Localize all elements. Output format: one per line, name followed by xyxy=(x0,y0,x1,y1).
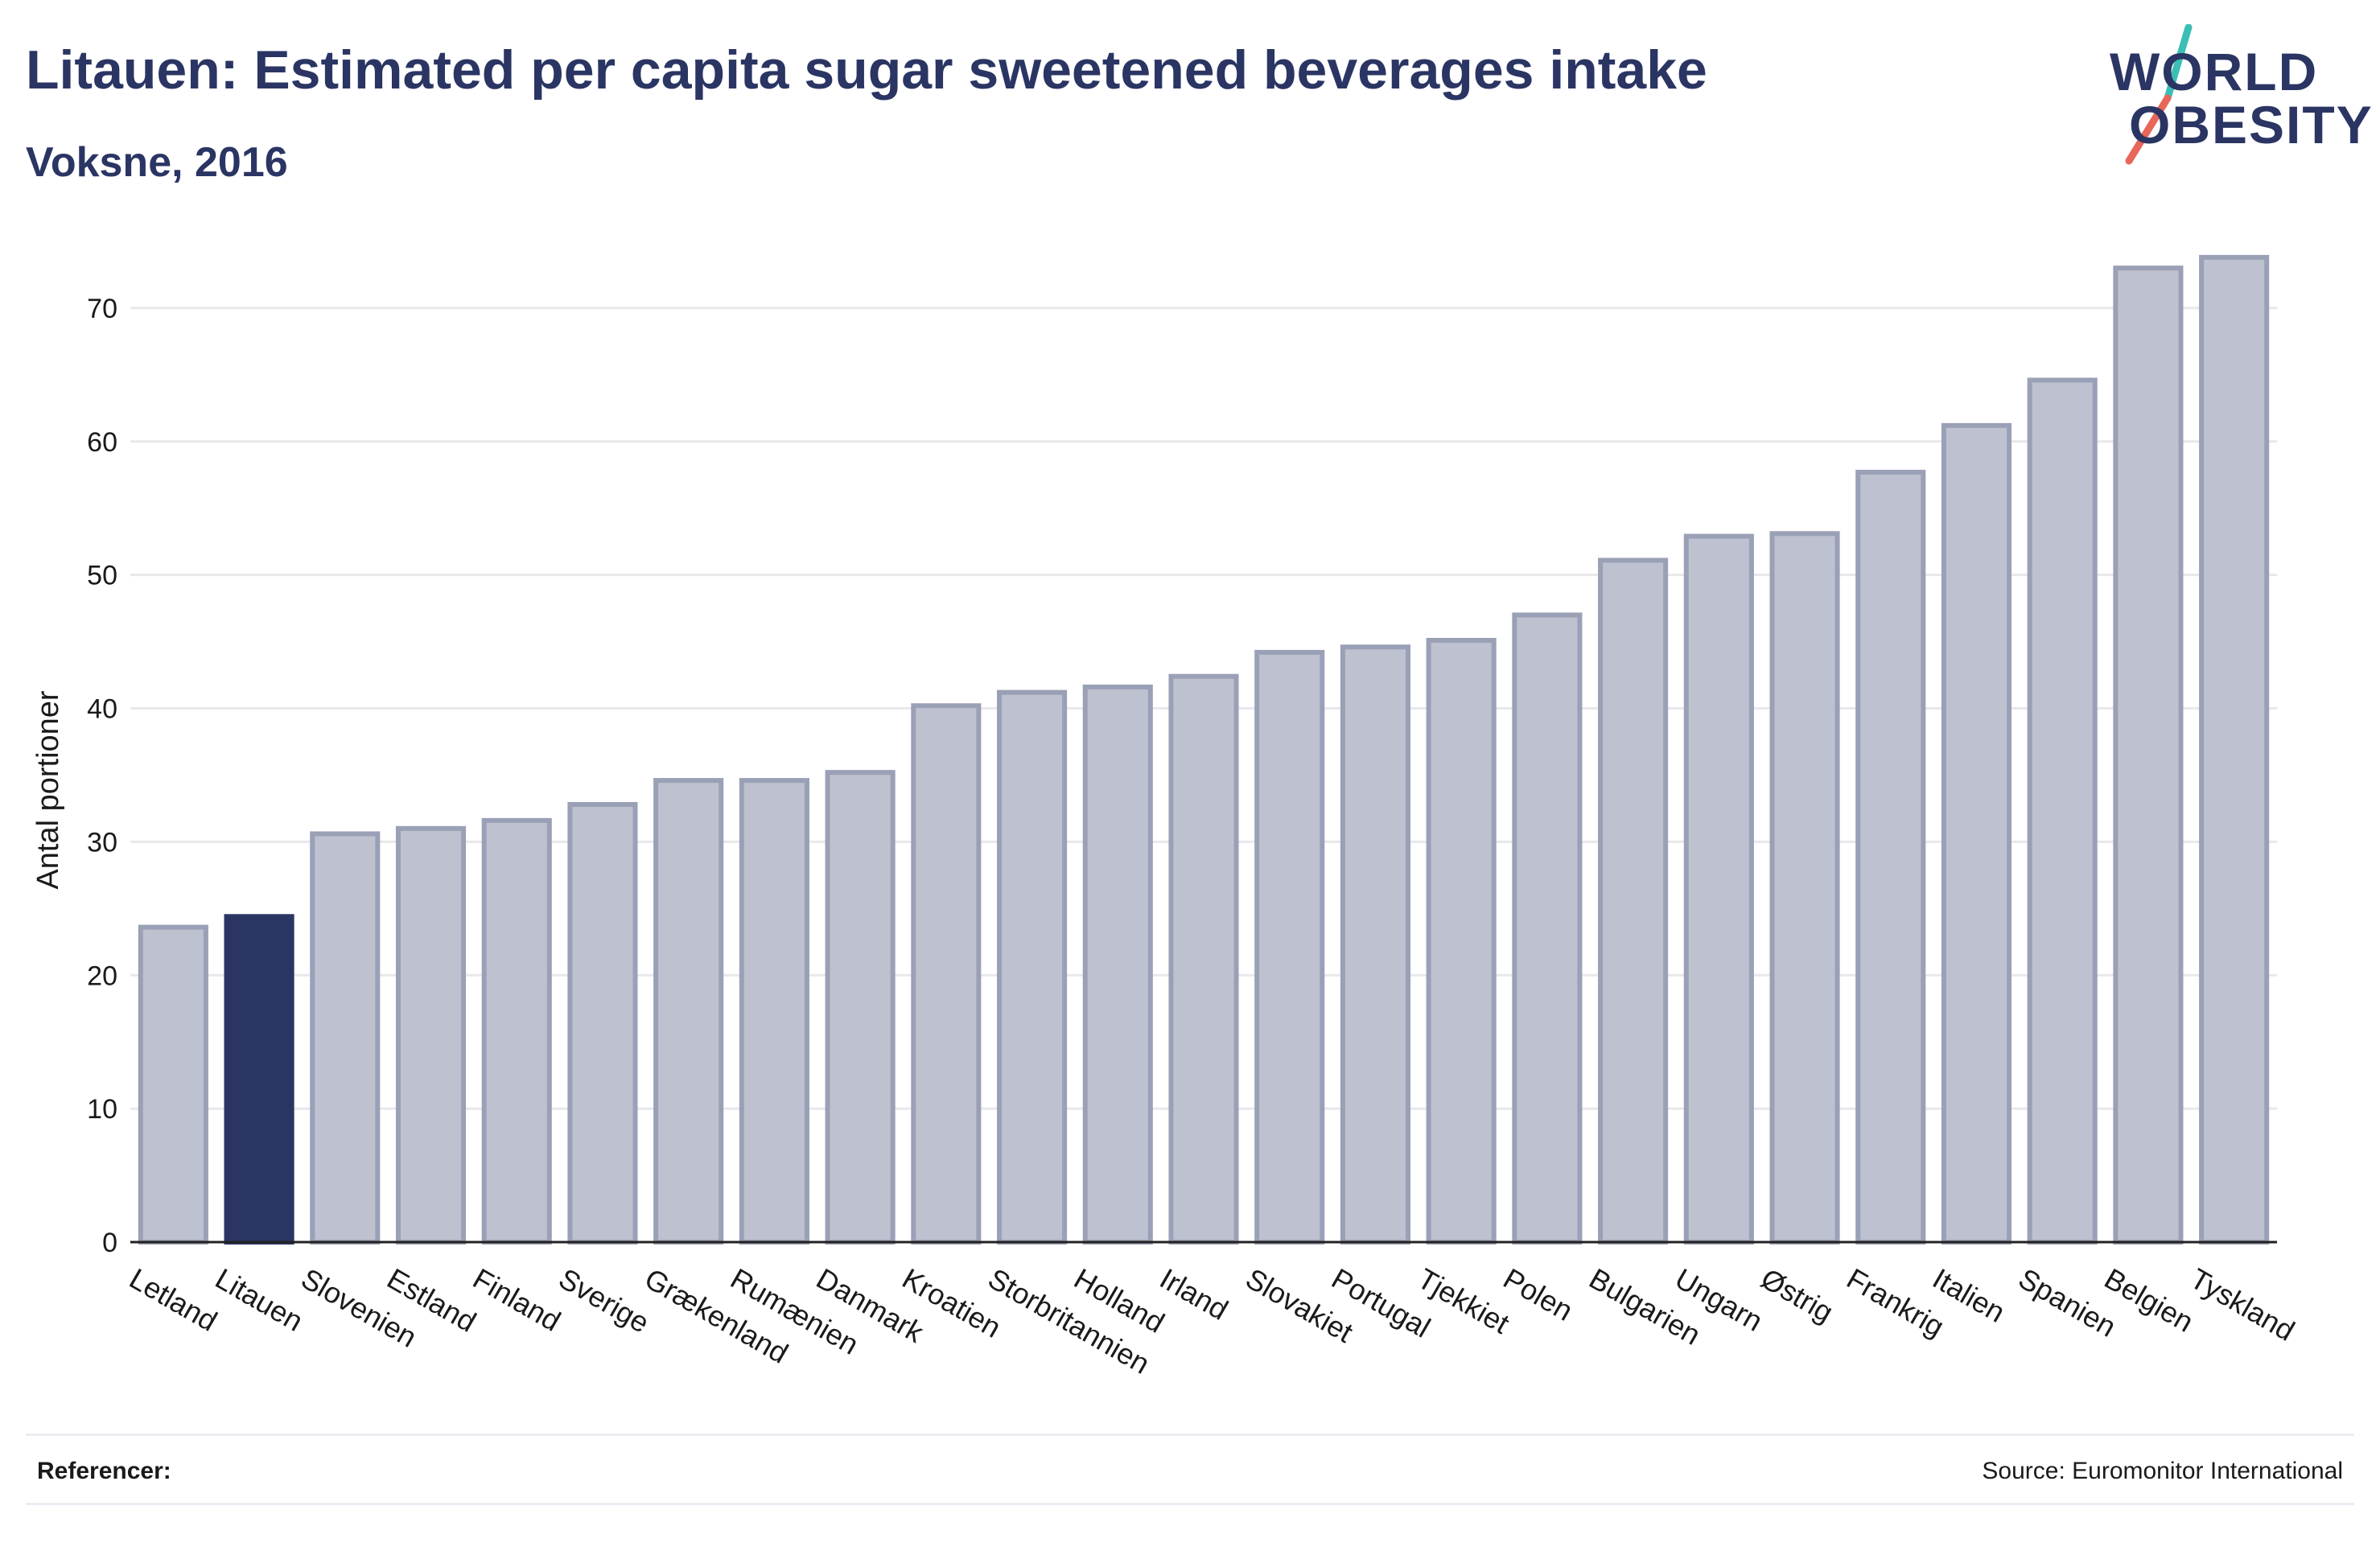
bar-polen xyxy=(1512,612,1583,1245)
source-note: Source: Euromonitor International xyxy=(1982,1458,2343,1484)
x-tick-label: Tyskland xyxy=(2184,1261,2300,1347)
x-tick-label: Østrig xyxy=(1756,1261,1839,1329)
y-tick-label: 0 xyxy=(102,1228,117,1258)
chart-subtitle: Voksne, 2016 xyxy=(26,139,288,186)
references-label: Referencer: xyxy=(37,1458,171,1484)
bar-bulgarien xyxy=(1598,557,1669,1245)
bar-irland xyxy=(1168,673,1239,1245)
bar-tjekkiet xyxy=(1426,637,1497,1245)
bar-holland xyxy=(1082,684,1153,1245)
bar-spanien xyxy=(2027,377,2098,1245)
y-tick-label: 10 xyxy=(87,1094,117,1125)
bar-letland xyxy=(138,924,208,1245)
bar-slovakiet xyxy=(1254,649,1325,1245)
bar-finland xyxy=(481,817,552,1245)
x-tick-label: Finland xyxy=(467,1261,566,1338)
x-tick-label: Frankrig xyxy=(1842,1261,1950,1343)
world-obesity-logo: WORLD OBESITY xyxy=(2092,24,2372,169)
bar-slovenien xyxy=(310,831,381,1245)
x-tick-label: Spanien xyxy=(2013,1261,2122,1343)
bar-sverige xyxy=(567,801,638,1245)
footer-divider-top xyxy=(26,1434,2354,1436)
x-tick-label: Sverige xyxy=(554,1261,655,1339)
bar-kroatien xyxy=(911,703,982,1245)
y-tick-label: 60 xyxy=(87,427,117,458)
bar-storbritannien xyxy=(997,689,1068,1245)
chart-title: Litauen: Estimated per capita sugar swee… xyxy=(26,39,1707,101)
y-axis-ticks: 0 10 20 30 40 50 60 70 xyxy=(87,294,117,1258)
bar-østrig xyxy=(1769,531,1840,1245)
bar-portugal xyxy=(1340,644,1410,1245)
bar-italien xyxy=(1941,422,2012,1245)
x-tick-label: Letland xyxy=(124,1261,223,1338)
bars xyxy=(138,254,2270,1245)
bar-estland xyxy=(395,825,467,1245)
x-tick-label: Litauen xyxy=(210,1261,309,1338)
logo-text-obesity: OBESITY xyxy=(2129,95,2374,154)
bar-belgien xyxy=(2113,265,2184,1245)
bar-rumænien xyxy=(739,778,809,1245)
footer-divider-bottom xyxy=(26,1503,2354,1505)
y-tick-label: 20 xyxy=(87,961,117,991)
bar-litauen xyxy=(224,914,294,1245)
logo-slash-icon xyxy=(2125,24,2193,165)
bar-frankrig xyxy=(1855,469,1926,1245)
bar-tyskland xyxy=(2199,254,2270,1245)
bar-ungarn xyxy=(1683,533,1754,1245)
y-tick-label: 40 xyxy=(87,694,117,725)
bar-danmark xyxy=(825,770,896,1245)
y-tick-label: 50 xyxy=(87,561,117,591)
x-axis-labels: LetlandLitauenSlovenienEstlandFinlandSve… xyxy=(124,1261,2300,1380)
bar-chart: 0 10 20 30 40 50 60 70 LetlandLitauenSlovenienE… xyxy=(31,254,2300,1380)
bar-grækenland xyxy=(653,778,724,1245)
logo-text-world: WORLD xyxy=(2110,42,2319,101)
y-tick-label: 70 xyxy=(87,294,117,324)
y-tick-label: 30 xyxy=(87,827,117,858)
y-axis-title: Antal portioner xyxy=(31,690,65,889)
